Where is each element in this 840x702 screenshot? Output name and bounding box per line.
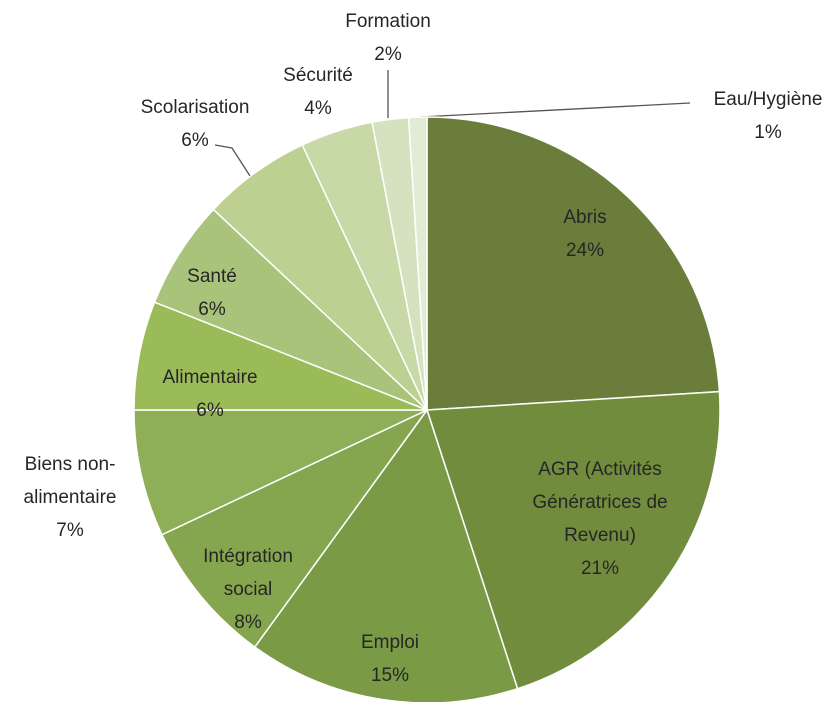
pie-slice xyxy=(253,408,519,702)
slice-value-label: 7% xyxy=(56,520,84,541)
slice-label: Santé xyxy=(187,266,237,287)
slice-label: Alimentaire xyxy=(162,367,257,388)
slice-label: Eau/Hygiène xyxy=(714,89,823,110)
slice-label: AGR (Activités Génératrices de Revenu) xyxy=(532,459,667,546)
slice-value-label: 6% xyxy=(198,299,226,320)
pie-slice xyxy=(407,116,428,411)
slice-value-label: 6% xyxy=(196,400,224,421)
slice-value-label: 8% xyxy=(234,612,262,633)
slice-label: Abris xyxy=(563,207,606,228)
slice-label: Biens non-alimentaire xyxy=(24,454,117,508)
slice-label: Formation xyxy=(345,11,431,32)
slice-label: Scolarisation xyxy=(141,97,250,118)
pie-slice xyxy=(133,409,428,536)
pie-slice xyxy=(425,390,721,690)
slice-value-label: 1% xyxy=(754,122,782,143)
slice-value-label: 24% xyxy=(566,240,604,261)
pie-slice xyxy=(160,409,428,649)
slice-label: Emploi xyxy=(361,632,419,653)
slice-label: Sécurité xyxy=(283,65,353,86)
slice-value-label: 2% xyxy=(374,44,402,65)
slice-value-label: 6% xyxy=(181,130,209,151)
slice-label: Intégration social xyxy=(203,546,293,600)
leader-line xyxy=(214,144,251,177)
slice-value-label: 15% xyxy=(371,665,409,686)
slice-value-label: 4% xyxy=(304,98,332,119)
slice-value-label: 21% xyxy=(581,558,619,579)
leader-line xyxy=(419,102,691,118)
pie-slice xyxy=(426,116,721,411)
